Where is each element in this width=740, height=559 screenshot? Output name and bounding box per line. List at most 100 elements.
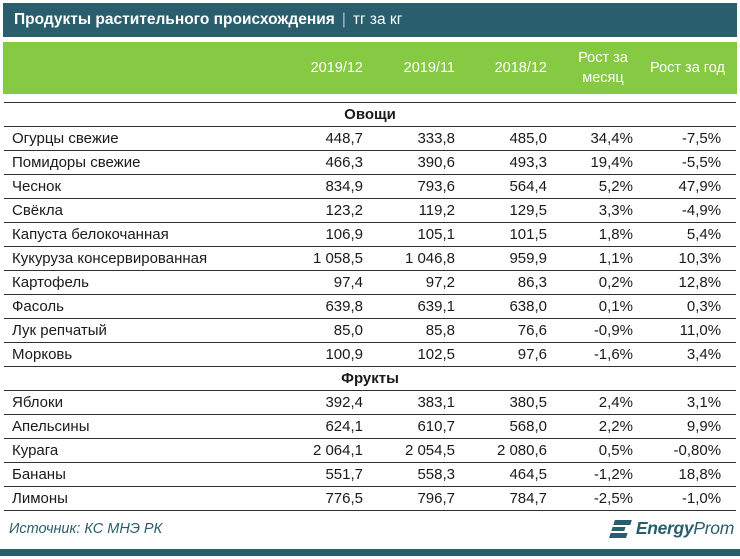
value-cell: -1,2% xyxy=(593,466,633,483)
value-cell: 2 054,5 xyxy=(404,442,455,459)
value-cell: 793,6 xyxy=(417,178,455,195)
product-name: Фасоль xyxy=(12,298,64,315)
footer: Источник: КС МНЭ РК EnergyProm xyxy=(4,515,736,542)
column-header-2019-11: 2019/11 xyxy=(403,60,455,76)
table-row: Лимоны 776,5 796,7 784,7 -2,5% -1,0% xyxy=(4,486,737,511)
table-row: Лук репчатый 85,0 85,8 76,6 -0,9% 11,0% xyxy=(4,318,737,343)
table-row: Яблоки 392,4 383,1 380,5 2,4% 3,1% xyxy=(4,390,737,415)
value-cell: 610,7 xyxy=(417,418,455,435)
value-cell: 333,8 xyxy=(417,130,455,147)
price-table: Овощи Огурцы свежие 448,7 333,8 485,0 34,4% -7… xyxy=(4,102,737,511)
value-cell: 3,3% xyxy=(598,202,633,219)
column-header-2019-12: 2019/12 xyxy=(310,60,363,76)
value-cell: 784,7 xyxy=(509,490,547,507)
value-cell: 18,8% xyxy=(678,466,722,483)
value-cell: 448,7 xyxy=(325,130,363,147)
value-cell: 34,4% xyxy=(590,130,633,147)
value-cell: -0,9% xyxy=(593,322,633,339)
table-row: Апельсины 624,1 610,7 568,0 2,2% 9,9% xyxy=(4,414,737,439)
table-row: Чеснок 834,9 793,6 564,4 5,2% 47,9% xyxy=(4,174,737,199)
product-name: Лук репчатый xyxy=(12,322,107,339)
value-cell: 493,3 xyxy=(509,154,547,171)
value-cell: 86,3 xyxy=(517,274,547,291)
value-cell: 1 046,8 xyxy=(404,250,455,267)
value-cell: 2 064,1 xyxy=(312,442,363,459)
value-cell: 0,1% xyxy=(598,298,633,315)
section-header-row: Фрукты xyxy=(4,366,737,391)
value-cell: 551,7 xyxy=(325,466,363,483)
value-cell: 1 058,5 xyxy=(312,250,363,267)
column-header-month-growth: Рост за месяц xyxy=(578,49,628,86)
value-cell: 97,6 xyxy=(517,346,547,363)
table-body: Овощи Огурцы свежие 448,7 333,8 485,0 34,4% -7… xyxy=(4,102,737,511)
value-cell: -4,9% xyxy=(681,202,722,219)
value-cell: 3,1% xyxy=(686,394,722,411)
value-cell: 1,1% xyxy=(598,250,633,267)
table-row: Фасоль 639,8 639,1 638,0 0,1% 0,3% xyxy=(4,294,737,319)
logo-text-energy: Energy xyxy=(635,518,694,538)
value-cell: 639,1 xyxy=(417,298,455,315)
value-cell: 100,9 xyxy=(325,346,363,363)
value-cell: 2 080,6 xyxy=(496,442,547,459)
value-cell: 97,4 xyxy=(333,274,363,291)
column-header-row: 2019/12 2019/11 2018/12 Рост за месяц Ро… xyxy=(3,42,737,94)
value-cell: -1,6% xyxy=(593,346,633,363)
logo-text-prom: Prom xyxy=(693,518,734,538)
unit-label: тг за кг xyxy=(352,11,403,28)
value-cell: 959,9 xyxy=(509,250,547,267)
value-cell: 558,3 xyxy=(417,466,455,483)
value-cell: 466,3 xyxy=(325,154,363,171)
price-table-wrap: Овощи Огурцы свежие 448,7 333,8 485,0 34,4% -7… xyxy=(4,102,737,511)
value-cell: 390,6 xyxy=(417,154,455,171)
product-name: Кукуруза консервированная xyxy=(12,250,208,267)
product-name: Морковь xyxy=(12,346,73,363)
value-cell: 129,5 xyxy=(509,202,547,219)
value-cell: 76,6 xyxy=(517,322,547,339)
value-cell: 380,5 xyxy=(509,394,547,411)
value-cell: 19,4% xyxy=(590,154,633,171)
value-cell: 5,2% xyxy=(598,178,633,195)
value-cell: 5,4% xyxy=(686,226,722,243)
energyprom-stripes-icon xyxy=(609,519,632,538)
product-name: Курага xyxy=(12,442,59,459)
table-row: Огурцы свежие 448,7 333,8 485,0 34,4% -7,5% xyxy=(4,126,737,151)
product-name: Картофель xyxy=(12,274,89,291)
bottom-accent-bar xyxy=(0,549,740,556)
value-cell: 119,2 xyxy=(418,202,455,219)
section-label: Фрукты xyxy=(341,370,399,387)
table-row: Свёкла 123,2 119,2 129,5 3,3% -4,9% xyxy=(4,198,737,223)
table-row: Морковь 100,9 102,5 97,6 -1,6% 3,4% xyxy=(4,342,737,367)
value-cell: 0,5% xyxy=(598,442,633,459)
product-name: Бананы xyxy=(12,466,66,483)
product-name: Чеснок xyxy=(12,178,62,195)
value-cell: -2,5% xyxy=(593,490,633,507)
value-cell: -0,80% xyxy=(673,442,722,459)
product-name: Огурцы свежие xyxy=(12,130,119,147)
source-note: Источник: КС МНЭ РК xyxy=(9,520,163,537)
value-cell: 85,8 xyxy=(425,322,455,339)
value-cell: 101,5 xyxy=(509,226,547,243)
value-cell: 11,0% xyxy=(679,322,722,339)
product-name: Лимоны xyxy=(12,490,68,507)
value-cell: 568,0 xyxy=(509,418,547,435)
table-row: Картофель 97,4 97,2 86,3 0,2% 12,8% xyxy=(4,270,737,295)
value-cell: 105,1 xyxy=(417,226,455,243)
value-cell: 639,8 xyxy=(325,298,363,315)
value-cell: 0,2% xyxy=(598,274,633,291)
value-cell: 123,2 xyxy=(325,202,363,219)
value-cell: 97,2 xyxy=(425,274,455,291)
product-name: Помидоры свежие xyxy=(12,154,141,171)
value-cell: 3,4% xyxy=(686,346,722,363)
value-cell: 85,0 xyxy=(333,322,363,339)
value-cell: 106,9 xyxy=(325,226,363,243)
value-cell: -7,5% xyxy=(681,130,722,147)
product-name: Апельсины xyxy=(12,418,90,435)
value-cell: 9,9% xyxy=(686,418,722,435)
value-cell: 2,4% xyxy=(598,394,633,411)
column-header-2018-12: 2018/12 xyxy=(494,60,547,76)
product-name: Капуста белокочанная xyxy=(12,226,169,243)
product-name: Яблоки xyxy=(12,394,63,411)
value-cell: 796,7 xyxy=(417,490,455,507)
value-cell: 624,1 xyxy=(325,418,363,435)
section-label: Овощи xyxy=(344,106,396,123)
